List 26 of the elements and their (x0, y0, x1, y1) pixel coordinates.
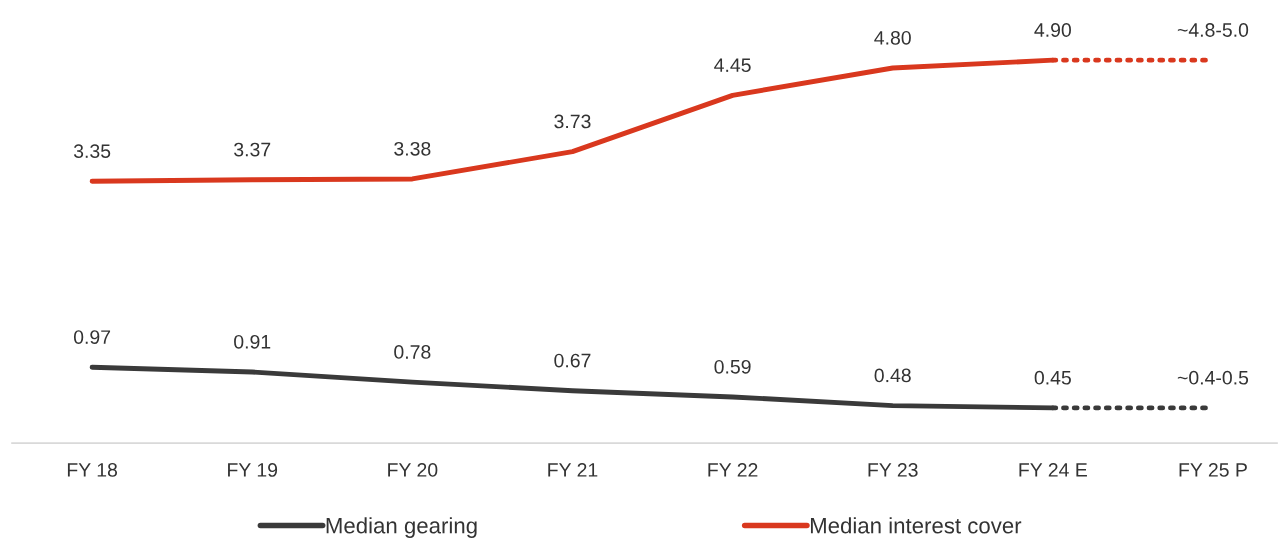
x-tick-label: FY 21 (548, 463, 598, 477)
data-label: 0.78 (394, 345, 431, 359)
x-tick-label: FY 23 (868, 463, 918, 477)
legend-label: Median interest cover (810, 517, 1022, 534)
x-tick-label: FY 22 (708, 463, 758, 477)
data-label: 4.90 (1034, 23, 1071, 37)
data-label: 0.67 (554, 353, 591, 368)
x-tick-label: FY 24 E (1019, 463, 1087, 477)
data-label: 0.45 (1034, 370, 1071, 385)
data-label: 3.35 (73, 144, 111, 158)
x-tick-label: FY 19 (228, 463, 278, 477)
data-label: ~0.4-0.5 (1177, 370, 1249, 385)
data-label: 4.80 (874, 30, 911, 45)
x-tick-label: FY 20 (388, 463, 438, 477)
data-label: 0.91 (234, 334, 271, 349)
data-label: 4.45 (714, 58, 751, 73)
data-label: 3.38 (394, 141, 431, 156)
data-label: 3.37 (234, 142, 271, 157)
x-tick-label: FY 18 (67, 463, 118, 477)
data-label: 0.48 (874, 368, 911, 383)
data-label: 3.73 (554, 114, 591, 129)
x-tick-label: FY 25 P (1179, 463, 1247, 477)
data-label: 0.97 (73, 330, 111, 344)
legend-label: Median gearing (326, 517, 477, 538)
data-label: 0.59 (714, 359, 751, 374)
data-label: ~4.8-5.0 (1177, 23, 1249, 37)
